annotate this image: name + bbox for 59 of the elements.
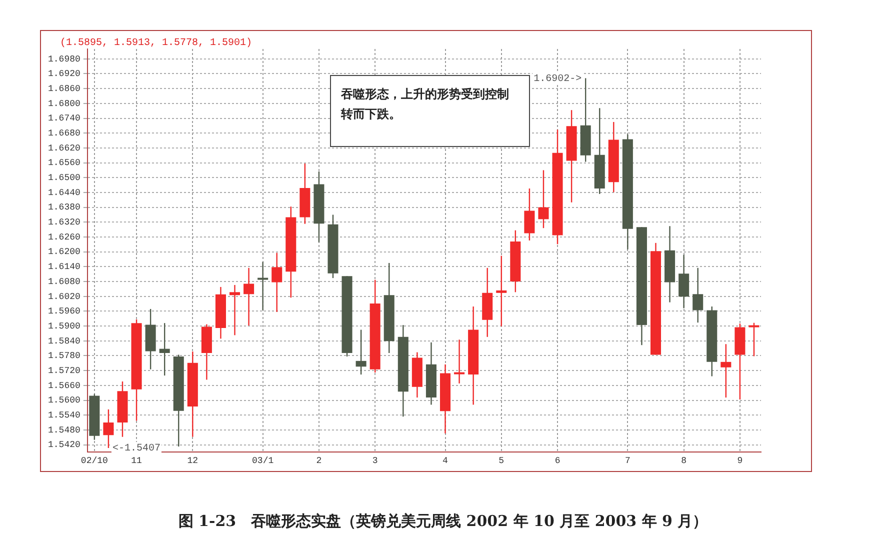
y-tick-label: 1.6320: [48, 218, 80, 228]
candlestick: [720, 344, 732, 398]
candlestick: [454, 339, 465, 384]
candlestick: [103, 408, 114, 449]
y-tick-label: 1.5780: [48, 351, 80, 362]
x-tick-label: 12: [187, 456, 198, 466]
y-tick-label: 1.6200: [48, 247, 80, 258]
candlestick: [538, 170, 549, 229]
y-tick-label: 1.5420: [48, 440, 80, 450]
x-tick-label: 02/10: [80, 456, 108, 466]
x-tick-label: 11: [131, 456, 142, 466]
candlestick: [524, 188, 535, 242]
y-tick-label: 1.6980: [48, 54, 80, 64]
y-tick-label: 1.5960: [48, 306, 80, 317]
y-tick-label: 1.6680: [48, 128, 80, 138]
y-tick-label: 1.6020: [48, 292, 80, 302]
y-tick-label: 1.6740: [48, 114, 80, 124]
x-tick-label: 4: [442, 456, 448, 466]
y-tick-label: 1.6920: [48, 69, 80, 80]
x-tick-label: 8: [681, 456, 687, 466]
y-tick-label: 1.6620: [48, 143, 80, 154]
y-tick-label: 1.5480: [48, 425, 80, 436]
y-tick-label: 1.6560: [48, 158, 80, 168]
annotation: <-1.5407: [112, 444, 160, 455]
y-tick-label: 1.6140: [48, 262, 80, 272]
candlestick: [229, 284, 240, 336]
x-tick-label: 2: [316, 456, 322, 466]
y-tick-label: 1.5600: [48, 396, 80, 406]
x-tick-label: 6: [554, 456, 560, 466]
x-tick-label: 9: [737, 456, 743, 466]
y-tick-label: 1.6860: [48, 84, 80, 94]
callout-box: 吞噬形态，上升的形势受到控制转而下跌。: [330, 75, 530, 147]
candlestick: [748, 322, 760, 357]
candlestick: [356, 329, 366, 376]
y-tick-label: 1.6380: [48, 202, 80, 213]
y-tick-label: 1.6440: [48, 188, 80, 198]
candlestick: [159, 322, 170, 376]
y-tick-label: 1.6080: [48, 276, 80, 287]
y-tick-label: 1.6800: [48, 98, 80, 109]
x-tick-label: 5: [498, 456, 504, 466]
y-tick-label: 1.6260: [48, 232, 80, 242]
y-tick-label: 1.5900: [48, 321, 80, 332]
x-tick-label: 3: [372, 456, 378, 466]
y-tick-label: 1.5540: [48, 410, 80, 420]
y-tick-label: 1.5720: [48, 366, 80, 376]
candlestick: [244, 267, 254, 326]
text: 图 1-23 吞噬形态实盘（英镑兑美元周线 2002 年 10 月至 2003 年 9 月）: [177, 512, 709, 531]
y-tick-label: 1.5660: [48, 380, 80, 391]
annotation: (1.5895, 1.5913, 1.5778, 1.5901): [60, 38, 252, 49]
y-tick-label: 1.6500: [48, 173, 80, 184]
candlestick: [692, 267, 704, 324]
candlestick: [496, 255, 507, 327]
candlestick: [272, 252, 282, 313]
candlestick: [258, 261, 268, 311]
annotation: 1.6902->: [534, 74, 582, 85]
x-tick-label: 03/1: [252, 456, 274, 466]
candlestick: [678, 254, 690, 309]
x-tick-label: 7: [624, 456, 630, 466]
y-tick-label: 1.5840: [48, 336, 80, 346]
